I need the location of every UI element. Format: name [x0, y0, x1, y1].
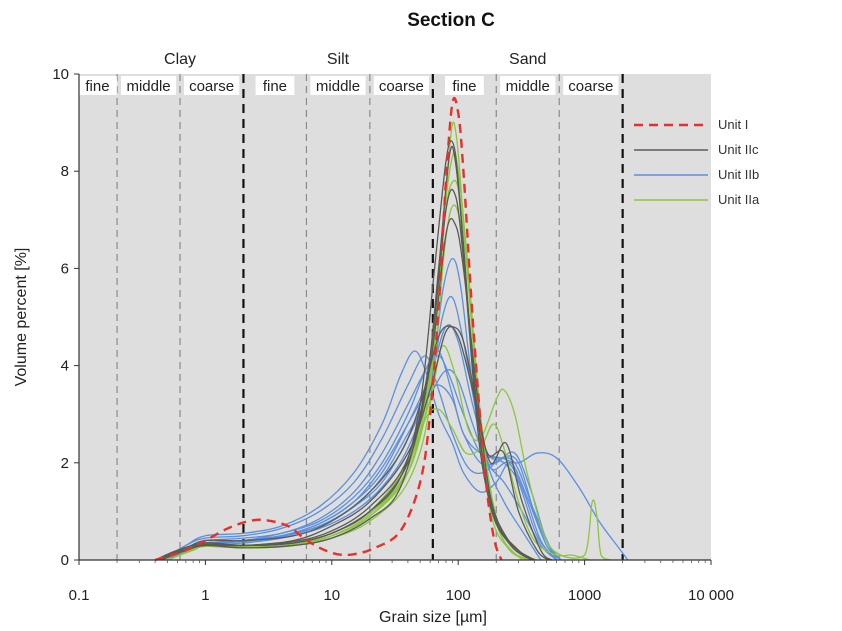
- main-class-labels: Clay Silt Sand: [164, 51, 546, 68]
- subclass-label: fine: [263, 78, 287, 95]
- subclass-label: middle: [506, 78, 550, 95]
- subclass-label: coarse: [189, 78, 234, 95]
- series-line-unit-i: [154, 97, 503, 562]
- subclass-label: middle: [316, 78, 360, 95]
- y-tick-label: 0: [61, 552, 69, 569]
- plot-frame: [78, 74, 711, 561]
- subclass-label-bg: [120, 76, 177, 95]
- subclass-label: coarse: [379, 78, 424, 95]
- main-class-label: Clay: [164, 51, 196, 68]
- subclass-label-bg: [78, 76, 117, 95]
- x-axis-title: Grain size [µm]: [379, 609, 487, 626]
- subclass-label: coarse: [568, 78, 613, 95]
- series-layer: [154, 97, 629, 562]
- subclass-label: middle: [126, 78, 170, 95]
- y-axis-title: Volume percent [%]: [13, 248, 30, 387]
- legend-label: Unit IIc: [718, 142, 759, 157]
- x-axis: 0.1 1 10 100 1000 10 000: [69, 560, 734, 604]
- subclass-label: fine: [452, 78, 476, 95]
- x-tick-label: 1: [201, 587, 209, 604]
- subclass-label-bg: [310, 76, 366, 95]
- x-tick-label: 10: [323, 587, 340, 604]
- y-tick-label: 2: [61, 455, 69, 472]
- legend-label: Unit IIb: [718, 167, 759, 182]
- legend-label: Unit IIa: [718, 192, 760, 207]
- subclass-label-bg: [563, 76, 619, 95]
- y-tick-label: 4: [61, 358, 69, 375]
- chart-title: Section C: [407, 10, 495, 31]
- legend: Unit I Unit IIc Unit IIb Unit IIa: [634, 117, 760, 207]
- subclass-label-bg: [445, 76, 484, 95]
- x-tick-label: 0.1: [69, 587, 90, 604]
- subclass-labels: fine middle coarse fine middle coarse fine midd…: [78, 76, 619, 95]
- y-tick-label: 6: [61, 260, 69, 277]
- series-line-unit-iic: [154, 188, 532, 561]
- y-tick-label: 10: [52, 66, 69, 83]
- x-tick-label: 1000: [568, 587, 601, 604]
- series-line-unit-iib: [167, 349, 629, 561]
- plot-background: [79, 74, 711, 560]
- main-class-label: Sand: [509, 51, 546, 68]
- y-axis: 0 2 4 6 8 10: [52, 66, 79, 569]
- series-line-unit-iib: [167, 369, 558, 561]
- x-tick-label: 100: [446, 587, 471, 604]
- series-line-unit-iia: [161, 179, 523, 561]
- y-tick-label: 8: [61, 163, 69, 180]
- subclass-label-bg: [184, 76, 240, 95]
- subclass-label-bg: [500, 76, 556, 95]
- legend-label: Unit I: [718, 117, 748, 132]
- x-tick-label: 10 000: [688, 587, 734, 604]
- main-class-label: Silt: [327, 51, 350, 68]
- subclass-label: fine: [85, 78, 109, 95]
- subclass-label-bg: [373, 76, 429, 95]
- subclass-label-bg: [255, 76, 295, 95]
- class-boundaries: [116, 74, 624, 560]
